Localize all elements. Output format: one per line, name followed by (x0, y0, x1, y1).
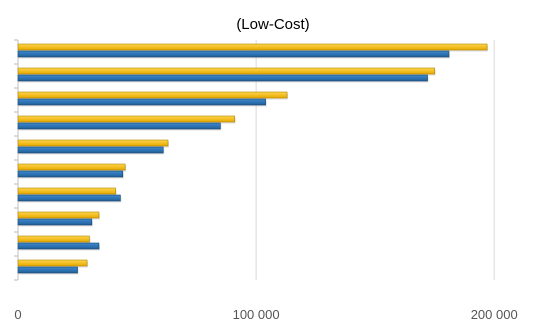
x-tick-label: 200 000 (471, 307, 518, 322)
bar (17, 67, 435, 75)
bar (17, 146, 164, 154)
bar (17, 218, 93, 226)
x-axis-ticks: 0 100 000 200 000 (14, 307, 517, 322)
bar (17, 170, 124, 178)
bar (17, 91, 288, 99)
bar (17, 139, 169, 147)
bar (17, 115, 235, 123)
bar (17, 187, 116, 195)
bar (17, 211, 100, 219)
bar (17, 98, 266, 106)
bar (17, 242, 100, 250)
bar (17, 163, 126, 171)
bar (17, 43, 488, 51)
bar (17, 194, 121, 202)
bar (17, 122, 221, 130)
chart-title: (Low-Cost) (236, 16, 309, 33)
bars (17, 43, 489, 275)
bar (17, 50, 450, 58)
bar (17, 266, 78, 274)
bar (17, 74, 428, 82)
bar (17, 259, 88, 267)
x-tick-label: 0 (14, 307, 21, 322)
x-tick-label: 100 000 (233, 307, 280, 322)
bar (17, 235, 90, 243)
